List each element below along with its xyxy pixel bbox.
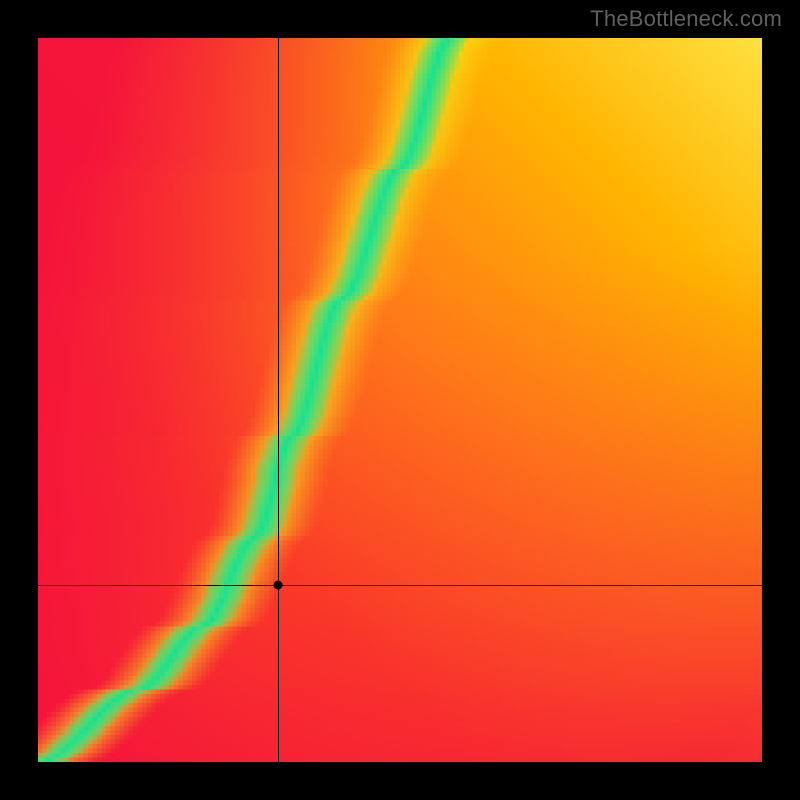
- plot-area: [38, 38, 762, 762]
- watermark-label: TheBottleneck.com: [590, 6, 782, 32]
- crosshair-horizontal: [38, 585, 762, 586]
- crosshair-vertical: [278, 38, 279, 762]
- marker-dot: [274, 580, 283, 589]
- heatmap-canvas: [38, 38, 762, 762]
- chart-container: TheBottleneck.com: [0, 0, 800, 800]
